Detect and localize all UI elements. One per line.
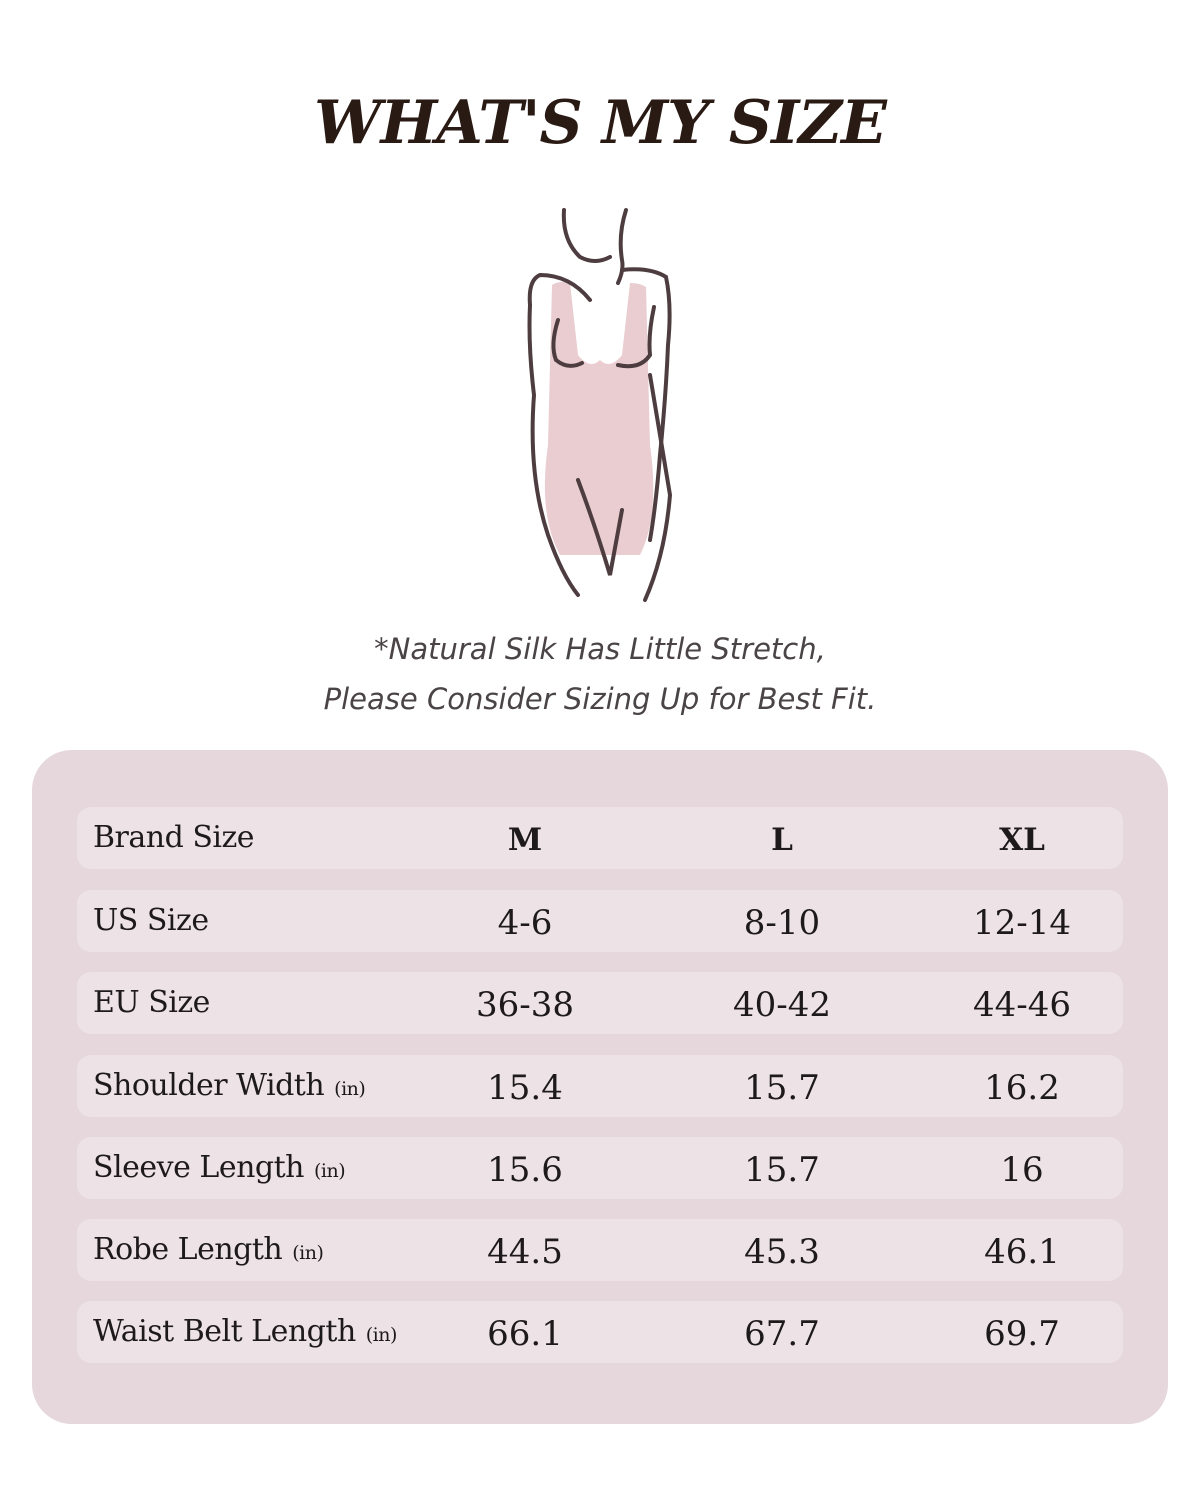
row-label: Shoulder Width (in) [93, 1055, 366, 1120]
cell: 4-6 [497, 903, 553, 943]
cell: 69.7 [984, 1314, 1060, 1354]
table-header-row: Brand Size M L XL [77, 807, 1123, 869]
cell: 12-14 [972, 903, 1071, 943]
row-label: Brand Size [93, 820, 255, 855]
table-row: Robe Length (in) 44.5 45.3 46.1 [77, 1219, 1123, 1281]
cell: 36-38 [475, 985, 574, 1025]
fabric-note-line2: Please Consider Sizing Up for Best Fit. [323, 682, 877, 716]
unit-label: (in) [292, 1242, 324, 1264]
cell: 15.4 [487, 1068, 563, 1108]
size-chart-card: Brand Size M L XL US Size 4-6 8-10 12-14… [32, 750, 1168, 1424]
cell: 44.5 [487, 1232, 563, 1272]
table-row: US Size 4-6 8-10 12-14 [77, 890, 1123, 952]
cell: 16.2 [984, 1068, 1060, 1108]
row-label-text: Shoulder Width [93, 1068, 325, 1103]
unit-label: (in) [365, 1324, 398, 1346]
row-label: EU Size [93, 972, 210, 1034]
row-label-text: Sleeve Length [93, 1150, 304, 1185]
unit-label: (in) [313, 1160, 346, 1182]
cell: 15.7 [744, 1150, 820, 1190]
size-m-header: M [507, 822, 543, 858]
cell: 15.6 [487, 1150, 563, 1190]
fabric-note-line1: *Natural Silk Has Little Stretch, [374, 632, 826, 666]
cell: 16 [1000, 1150, 1044, 1190]
size-l-header: L [771, 822, 793, 858]
cell: 44-46 [972, 985, 1071, 1025]
table-row: EU Size 36-38 40-42 44-46 [77, 972, 1123, 1034]
table-row: Waist Belt Length (in) 66.1 67.7 69.7 [77, 1301, 1123, 1363]
row-label: Sleeve Length (in) [93, 1137, 346, 1202]
row-label-text: Waist Belt Length [93, 1314, 356, 1349]
size-xl-header: XL [999, 822, 1045, 858]
cell: 8-10 [743, 903, 821, 943]
cell: 45.3 [744, 1232, 820, 1272]
page-title: WHAT'S MY SIZE [314, 88, 887, 158]
row-label: US Size [93, 890, 209, 952]
table-row: Shoulder Width (in) 15.4 15.7 16.2 [77, 1055, 1123, 1117]
body-silhouette-illustration [527, 208, 673, 602]
cell: 40-42 [732, 985, 831, 1025]
row-label: Waist Belt Length (in) [93, 1301, 397, 1366]
row-label: Robe Length (in) [93, 1219, 324, 1284]
unit-label: (in) [334, 1078, 366, 1100]
cell: 15.7 [744, 1068, 820, 1108]
row-label-text: EU Size [93, 985, 210, 1020]
row-label-text: Robe Length [93, 1232, 283, 1267]
table-row: Sleeve Length (in) 15.6 15.7 16 [77, 1137, 1123, 1199]
cell: 67.7 [744, 1314, 820, 1354]
cell: 46.1 [984, 1232, 1060, 1272]
row-label-text: US Size [93, 903, 209, 938]
cell: 66.1 [487, 1314, 563, 1354]
